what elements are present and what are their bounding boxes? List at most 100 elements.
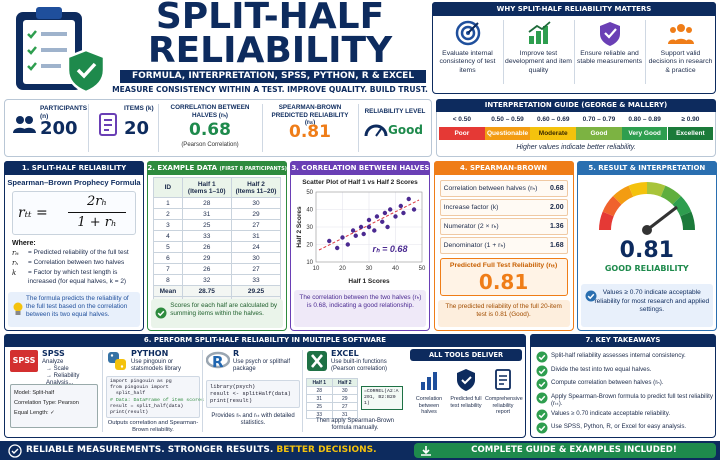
icon-shape bbox=[120, 365, 124, 368]
check-icon bbox=[536, 351, 548, 363]
software-title: 6. PERFORM SPLIT-HALF RELIABILITY IN MUL… bbox=[4, 334, 526, 347]
scatter-point bbox=[380, 219, 385, 224]
cta-text: COMPLETE GUIDE & EXAMPLES INCLUDED! bbox=[471, 445, 677, 455]
r-note: Provides rₕ and rₜₜ with detailed statis… bbox=[211, 413, 295, 427]
code-line: split_half bbox=[110, 391, 146, 397]
icon-shape bbox=[8, 444, 22, 458]
scatter-point bbox=[412, 207, 417, 212]
stats-divider bbox=[158, 104, 159, 152]
icon-shape bbox=[36, 7, 62, 19]
table-cell: 3 bbox=[153, 219, 183, 231]
table-row: 7 26 27 bbox=[153, 263, 282, 275]
icon-shape bbox=[421, 382, 425, 390]
excel-cell: 29 bbox=[331, 394, 358, 403]
table-cell: 4 bbox=[153, 230, 183, 242]
r-code: library(psych) result <- splitHalf(data) p… bbox=[206, 380, 300, 408]
scatter-point bbox=[375, 214, 380, 219]
icon-shape bbox=[676, 24, 685, 32]
formula-numerator: 2rₕ bbox=[86, 194, 108, 209]
icon-shape bbox=[685, 27, 692, 33]
y-tick-label: 50 bbox=[307, 190, 314, 196]
panel-title: 5. RESULT & INTERPRETATION bbox=[576, 161, 717, 175]
stat-label: CORRELATION BETWEEN HALVES (rₕ) bbox=[170, 104, 250, 119]
icon-shape bbox=[311, 354, 323, 368]
spss-step: → Scale bbox=[46, 366, 69, 372]
icon-shape bbox=[669, 27, 676, 33]
excel-desc: Use built-in functions (Pearson correlat… bbox=[331, 359, 388, 373]
code-line: import pingouin as pg bbox=[110, 379, 172, 384]
table-cell: 2 bbox=[153, 208, 183, 220]
python-note: Outputs correlation and Spearman-Brown r… bbox=[107, 420, 199, 433]
table-row: 8 32 33 bbox=[153, 274, 282, 286]
footer-icon bbox=[8, 444, 22, 458]
spss-step: Analyze bbox=[42, 359, 64, 365]
deliver-icon bbox=[421, 372, 437, 390]
scatter-point bbox=[340, 235, 346, 240]
stats-box bbox=[4, 99, 432, 157]
table-cell: 26 bbox=[181, 263, 232, 275]
table-cell: 31 bbox=[230, 230, 282, 242]
result-gauge bbox=[598, 182, 695, 235]
icon-shape bbox=[104, 119, 112, 131]
table-header-row: ID Half 1 (Items 1–10) Half 2 (Items 11–20… bbox=[153, 177, 282, 198]
y-tick-label: 30 bbox=[307, 225, 314, 231]
table-cell: 31 bbox=[181, 208, 232, 220]
code-line: from pingouin import bbox=[110, 385, 169, 391]
scatter-point bbox=[372, 228, 377, 233]
guide-level: Moderate bbox=[530, 127, 577, 140]
guide-range: 0.80 – 0.89 bbox=[628, 116, 661, 123]
icon-shape bbox=[641, 225, 652, 235]
icon-shape bbox=[157, 310, 165, 317]
calc-result-box bbox=[439, 258, 568, 296]
why-item: Evaluate internal consistency of test it… bbox=[439, 50, 496, 74]
footer-slogan-highlight: BETTER DECISIONS. bbox=[276, 445, 377, 455]
excel-logo bbox=[307, 351, 327, 371]
footer-slogan-main: RELIABLE MEASUREMENTS. STRONGER RESULTS. bbox=[26, 445, 277, 455]
deliver-item: Comprehensive reliability report bbox=[485, 396, 523, 416]
x-tick-label: 20 bbox=[340, 266, 347, 272]
scatter-chart: Scatter Plot of Half 1 vs Half 2 Scores 1… bbox=[296, 179, 426, 285]
icon-shape bbox=[536, 365, 548, 376]
x-tick-label: 40 bbox=[393, 266, 400, 272]
table-cell: 1 bbox=[153, 197, 183, 209]
takeaway-item: Split-half reliability assesses internal… bbox=[551, 352, 686, 359]
table-row: 6 29 30 bbox=[153, 252, 282, 264]
scatter-point bbox=[401, 210, 407, 216]
stat-value: 200 bbox=[40, 118, 78, 139]
excel-note: Then apply Spearman-Brown formula manual… bbox=[315, 418, 395, 432]
table-cell: 27 bbox=[230, 263, 282, 275]
calc-value: 0.68 bbox=[549, 185, 564, 192]
table-cell: 29.25 bbox=[230, 285, 282, 297]
formula-lhs: rₜₜ = bbox=[18, 205, 48, 221]
stat-icon bbox=[13, 116, 36, 133]
why-item: Ensure reliable and stable measurements bbox=[577, 50, 642, 66]
icon-shape bbox=[155, 307, 167, 319]
guide-level: Questionable bbox=[484, 127, 531, 140]
excel-cell: 27 bbox=[331, 402, 358, 411]
table-cell: 30 bbox=[230, 252, 282, 264]
icon-shape bbox=[41, 32, 67, 36]
guide-range: < 0.50 bbox=[452, 116, 471, 123]
clipboard-icon bbox=[16, 7, 106, 94]
calc-label: Increase factor (k) bbox=[443, 204, 499, 211]
icon-shape bbox=[25, 116, 33, 124]
icon-shape bbox=[536, 351, 548, 363]
guide-range: 0.70 – 0.79 bbox=[582, 116, 616, 123]
spss-step: → Reliability Analysis... bbox=[46, 373, 80, 386]
scatter-point bbox=[388, 207, 393, 212]
stat-value: 0.68 bbox=[189, 120, 231, 140]
stats-divider bbox=[358, 104, 359, 152]
calc-result-value: 0.81 bbox=[478, 270, 529, 294]
icon-shape bbox=[602, 196, 622, 217]
code-line: # Data: DataFrame of item scores bbox=[110, 397, 204, 403]
icon-shape bbox=[455, 20, 480, 46]
excel-cell: Half 2 bbox=[331, 378, 358, 387]
stat-value: 0.81 bbox=[289, 122, 331, 142]
takeaway-item: Compute correlation between halves (rₕ). bbox=[551, 379, 664, 386]
spss-dialog-line: Model: Split-half bbox=[14, 390, 55, 396]
code-line: library(psych) bbox=[210, 384, 256, 390]
scatter-point bbox=[367, 224, 372, 230]
why-divider bbox=[503, 20, 504, 84]
where-label: Where: bbox=[12, 240, 36, 247]
check-icon bbox=[536, 392, 548, 403]
